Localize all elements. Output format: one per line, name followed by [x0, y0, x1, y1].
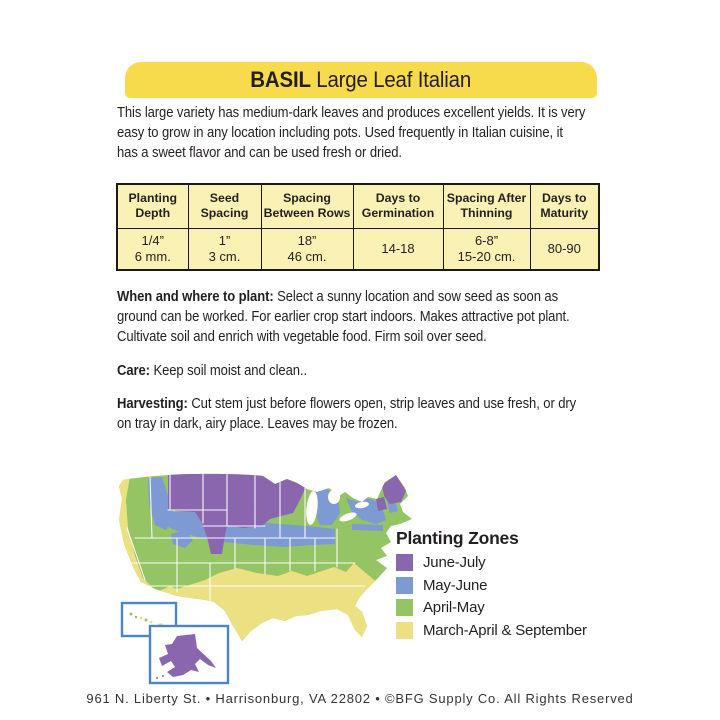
variety-name: Large Leaf Italian	[311, 67, 472, 92]
legend-item: April-May	[396, 599, 587, 616]
table-value-row: 1/4” 6 mm. 1” 3 cm. 18” 46 cm. 14-18 6-8…	[116, 227, 600, 271]
header-spacing-after-thinning: Spacing After Thinning	[442, 183, 531, 229]
instructions: When and where to plant: Select a sunny …	[117, 287, 617, 448]
value-spacing-after-thinning: 6-8” 15-20 cm.	[442, 227, 531, 271]
description-text: This large variety has medium-dark leave…	[117, 105, 586, 161]
value-days-to-maturity: 80-90	[529, 227, 600, 271]
state-border-lines	[126, 473, 366, 602]
zone-penn-blue-strip	[352, 524, 383, 531]
hawaii-island	[129, 612, 133, 616]
value-spacing-between-rows: 18” 46 cm.	[260, 227, 354, 271]
us-planting-zones-map	[115, 468, 470, 688]
legend-item: June-July	[396, 554, 587, 571]
hawaii-island	[149, 620, 153, 624]
legend-label: May-June	[423, 576, 488, 594]
lake-ontario	[355, 501, 369, 509]
section-care-text: Keep soil moist and clean..	[149, 363, 307, 379]
legend-label: April-May	[423, 599, 485, 616]
product-name: BASIL	[250, 67, 312, 92]
header-days-to-maturity: Days to Maturity	[529, 183, 600, 229]
legend-swatch-march-april-september	[396, 621, 413, 639]
address-copyright-line: 961 N. Liberty St. • Harrisonburg, VA 22…	[86, 691, 634, 706]
legend-title: Planting Zones	[396, 528, 519, 548]
section-harvesting-text: Cut stem just before flowers open, strip…	[117, 396, 577, 432]
value-days-to-germination: 14-18	[352, 227, 444, 271]
header-spacing-between-rows: Spacing Between Rows	[260, 183, 354, 229]
product-title: BASIL Large Leaf Italian	[251, 67, 472, 93]
aleutian-island	[162, 675, 164, 677]
lake-michigan	[306, 491, 318, 525]
legend-label: June-July	[423, 554, 486, 571]
legend-item: March-April & September	[396, 621, 587, 639]
zone-north-purple-band	[168, 474, 315, 554]
hawaii-island	[144, 618, 148, 622]
hawaii-island	[139, 616, 143, 620]
section-care-label: Care:	[117, 363, 150, 379]
us-map-svg	[119, 473, 412, 685]
header-seed-spacing: Seed Spacing	[187, 183, 262, 229]
section-harvesting-label: Harvesting:	[117, 396, 188, 412]
header-days-to-germination: Days to Germination	[352, 183, 444, 229]
section-when-where-text: Select a sunny location and sow seed as …	[117, 289, 570, 345]
header-planting-depth: Planting Depth	[116, 183, 189, 229]
alaska-inset-box	[148, 624, 230, 685]
zone-alaska-purple	[159, 634, 216, 677]
value-seed-spacing: 1” 3 cm.	[187, 227, 262, 271]
legend-swatch-june-july	[396, 554, 413, 571]
lake-huron	[328, 490, 340, 504]
legend-label: March-April & September	[423, 621, 587, 639]
section-when-where-label: When and where to plant:	[117, 289, 274, 305]
alaska-inset	[148, 624, 230, 685]
lake-erie	[339, 512, 357, 522]
planting-zones-legend: Planting Zones June-July May-June April-…	[396, 528, 587, 644]
legend-swatch-may-june	[396, 576, 413, 594]
zone-maine-purple	[382, 475, 406, 504]
aleutian-island	[156, 677, 158, 679]
section-harvesting: Harvesting: Cut stem just before flowers…	[117, 394, 617, 434]
hawaii-island	[134, 615, 138, 619]
zone-vermont-purple	[376, 497, 387, 511]
legend-item: May-June	[396, 576, 587, 594]
value-planting-depth: 1/4” 6 mm.	[116, 227, 189, 271]
planting-info-table: Planting Depth Seed Spacing Spacing Betw…	[116, 183, 600, 271]
table-header-row: Planting Depth Seed Spacing Spacing Betw…	[116, 183, 600, 229]
section-when-where: When and where to plant: Select a sunny …	[117, 287, 617, 347]
product-banner: BASIL Large Leaf Italian	[125, 62, 597, 98]
legend-swatch-april-may	[396, 599, 413, 616]
section-care: Care: Keep soil moist and clean..	[117, 361, 617, 381]
